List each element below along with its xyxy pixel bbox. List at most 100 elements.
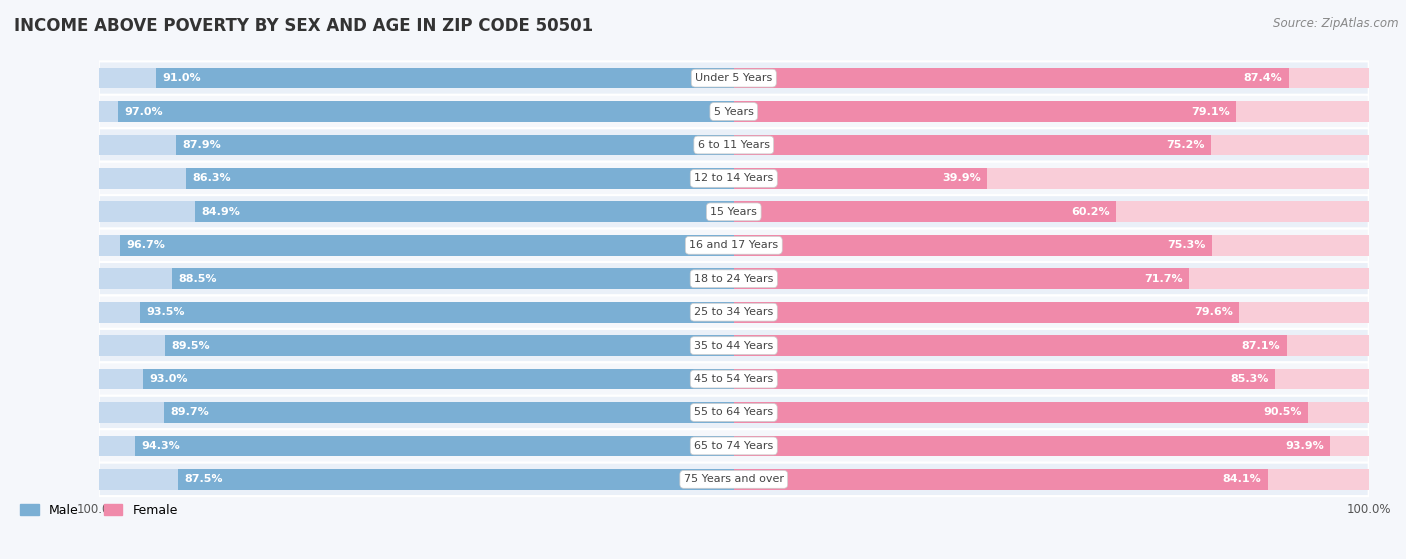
Text: 96.7%: 96.7% — [127, 240, 165, 250]
Text: 18 to 24 Years: 18 to 24 Years — [695, 274, 773, 284]
Bar — [734, 101, 1369, 122]
Text: 60.2%: 60.2% — [1071, 207, 1109, 217]
Text: 93.9%: 93.9% — [1285, 441, 1323, 451]
Text: 93.0%: 93.0% — [149, 374, 188, 384]
Text: 87.1%: 87.1% — [1241, 340, 1281, 350]
FancyBboxPatch shape — [98, 296, 1369, 329]
Bar — [734, 469, 1268, 490]
Text: 45 to 54 Years: 45 to 54 Years — [695, 374, 773, 384]
Bar — [734, 402, 1309, 423]
Text: 16 and 17 Years: 16 and 17 Years — [689, 240, 779, 250]
Bar — [734, 235, 1212, 255]
Bar — [120, 235, 734, 255]
Bar — [734, 335, 1286, 356]
Text: 65 to 74 Years: 65 to 74 Years — [695, 441, 773, 451]
Bar — [98, 135, 734, 155]
Text: 86.3%: 86.3% — [193, 173, 231, 183]
Bar — [186, 168, 734, 189]
Bar — [98, 302, 734, 323]
FancyBboxPatch shape — [98, 229, 1369, 262]
FancyBboxPatch shape — [98, 329, 1369, 362]
Text: 75.3%: 75.3% — [1167, 240, 1205, 250]
Bar — [98, 68, 734, 88]
Bar — [734, 302, 1369, 323]
Text: 87.5%: 87.5% — [184, 475, 224, 484]
FancyBboxPatch shape — [98, 195, 1369, 229]
Bar — [98, 369, 734, 390]
Bar — [734, 101, 1236, 122]
Text: Source: ZipAtlas.com: Source: ZipAtlas.com — [1274, 17, 1399, 30]
Text: 91.0%: 91.0% — [162, 73, 201, 83]
Bar — [98, 168, 734, 189]
Text: 89.7%: 89.7% — [170, 408, 209, 418]
FancyBboxPatch shape — [98, 396, 1369, 429]
Bar — [734, 469, 1369, 490]
Text: 71.7%: 71.7% — [1144, 274, 1182, 284]
Bar — [143, 369, 734, 390]
Bar — [135, 435, 734, 456]
Text: Under 5 Years: Under 5 Years — [695, 73, 772, 83]
Text: 87.4%: 87.4% — [1244, 73, 1282, 83]
Bar — [734, 68, 1289, 88]
FancyBboxPatch shape — [98, 429, 1369, 463]
Text: 87.9%: 87.9% — [181, 140, 221, 150]
Text: 84.1%: 84.1% — [1223, 475, 1261, 484]
Bar — [179, 469, 734, 490]
Text: INCOME ABOVE POVERTY BY SEX AND AGE IN ZIP CODE 50501: INCOME ABOVE POVERTY BY SEX AND AGE IN Z… — [14, 17, 593, 35]
Text: 85.3%: 85.3% — [1230, 374, 1270, 384]
Bar — [734, 268, 1189, 289]
Text: 90.5%: 90.5% — [1264, 408, 1302, 418]
Bar — [166, 335, 734, 356]
Bar — [98, 335, 734, 356]
Bar — [734, 135, 1212, 155]
Bar — [172, 268, 734, 289]
Bar — [156, 68, 734, 88]
Bar — [734, 135, 1369, 155]
Text: 6 to 11 Years: 6 to 11 Years — [697, 140, 769, 150]
Bar — [734, 268, 1369, 289]
Bar — [734, 201, 1369, 222]
Bar — [98, 435, 734, 456]
Text: 79.6%: 79.6% — [1194, 307, 1233, 317]
Bar — [118, 101, 734, 122]
Bar — [734, 369, 1275, 390]
Bar — [98, 201, 734, 222]
Legend: Male, Female: Male, Female — [15, 499, 183, 522]
Text: 79.1%: 79.1% — [1191, 107, 1230, 116]
Bar — [734, 235, 1369, 255]
Bar — [734, 201, 1116, 222]
Text: 25 to 34 Years: 25 to 34 Years — [695, 307, 773, 317]
Bar — [734, 435, 1330, 456]
Bar — [176, 135, 734, 155]
FancyBboxPatch shape — [98, 262, 1369, 296]
Text: 75 Years and over: 75 Years and over — [683, 475, 783, 484]
Bar — [734, 168, 987, 189]
FancyBboxPatch shape — [98, 362, 1369, 396]
Text: 5 Years: 5 Years — [714, 107, 754, 116]
Bar — [734, 369, 1369, 390]
Bar — [98, 235, 734, 255]
Text: 12 to 14 Years: 12 to 14 Years — [695, 173, 773, 183]
Text: 75.2%: 75.2% — [1167, 140, 1205, 150]
Bar — [194, 201, 734, 222]
Text: 89.5%: 89.5% — [172, 340, 211, 350]
Text: 94.3%: 94.3% — [142, 441, 180, 451]
FancyBboxPatch shape — [98, 128, 1369, 162]
Bar — [734, 435, 1369, 456]
Bar — [98, 402, 734, 423]
Bar — [734, 302, 1239, 323]
Bar — [98, 268, 734, 289]
Bar — [165, 402, 734, 423]
FancyBboxPatch shape — [98, 162, 1369, 195]
Text: 84.9%: 84.9% — [201, 207, 240, 217]
FancyBboxPatch shape — [98, 95, 1369, 128]
Bar — [734, 335, 1369, 356]
Bar — [734, 68, 1369, 88]
Text: 93.5%: 93.5% — [146, 307, 186, 317]
Bar — [98, 469, 734, 490]
Text: 88.5%: 88.5% — [179, 274, 217, 284]
Text: 15 Years: 15 Years — [710, 207, 758, 217]
Text: 35 to 44 Years: 35 to 44 Years — [695, 340, 773, 350]
FancyBboxPatch shape — [98, 463, 1369, 496]
Bar — [98, 101, 734, 122]
